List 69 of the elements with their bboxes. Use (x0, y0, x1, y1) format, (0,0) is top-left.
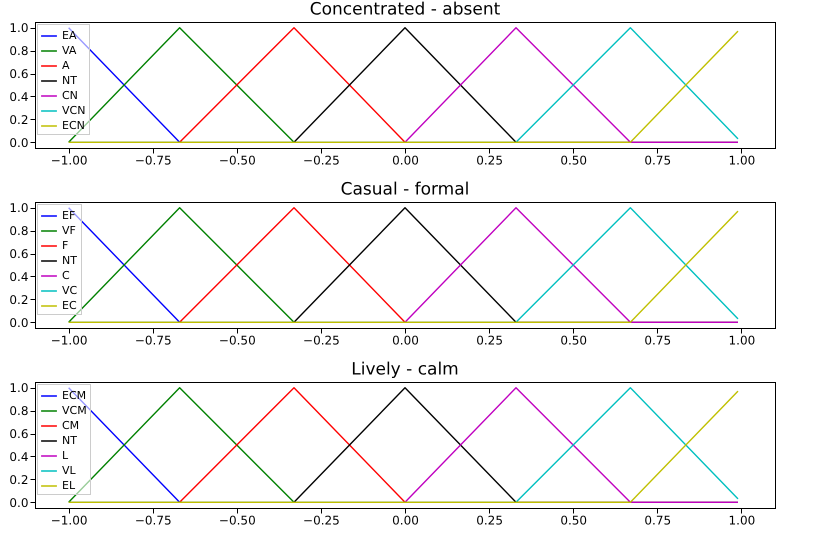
x-tick-label: −0.25 (303, 334, 340, 348)
y-tick-label: 0.4 (9, 450, 28, 464)
legend-label: VA (62, 44, 77, 57)
legend-label: NT (62, 434, 78, 447)
x-tick-label: −1.00 (50, 514, 88, 528)
legend-label: A (62, 59, 70, 72)
x-tick-label: 0.50 (560, 514, 588, 528)
legend-label: VCM (62, 404, 87, 417)
x-tick-label: −0.25 (303, 514, 340, 528)
x-tick-label: 0.00 (392, 154, 419, 168)
legend-label: CM (62, 419, 80, 432)
legend-label: VCN (62, 104, 86, 117)
legend-label: ECN (62, 119, 85, 132)
x-tick-label: 0.75 (644, 334, 672, 348)
y-tick-label: 0.4 (9, 90, 28, 104)
x-tick-label: 0.75 (644, 514, 672, 528)
x-tick-label: −0.75 (134, 334, 172, 348)
y-tick-label: 0.2 (9, 112, 28, 127)
legend-label: F (62, 239, 68, 252)
legend-label: EC (62, 299, 77, 312)
y-tick-label: 0.0 (9, 316, 28, 330)
x-tick-label: 0.50 (560, 334, 588, 348)
x-tick-label: −0.50 (218, 514, 256, 528)
legend-label: ECM (62, 389, 86, 402)
chart-title: Lively - calm (351, 360, 459, 380)
y-tick-label: 0.0 (9, 136, 28, 150)
y-tick-label: 0.2 (9, 472, 28, 487)
x-tick-label: −1.00 (50, 334, 88, 348)
legend-label: VF (62, 224, 76, 237)
x-tick-label: −0.75 (134, 514, 172, 528)
legend-label: L (62, 449, 69, 462)
y-tick-label: 1.0 (9, 201, 28, 216)
y-tick-label: 1.0 (9, 21, 28, 36)
chart-title: Concentrated - absent (310, 0, 501, 20)
x-tick-label: −0.50 (218, 154, 256, 168)
legend-label: VC (62, 284, 78, 297)
y-tick-label: 0.6 (9, 247, 28, 262)
y-tick-label: 1.0 (9, 381, 28, 396)
y-tick-label: 0.0 (9, 496, 28, 510)
x-tick-label: 0.25 (476, 514, 503, 528)
chart-title: Casual - formal (340, 180, 470, 200)
x-tick-label: −0.50 (218, 334, 256, 348)
legend-label: VL (62, 464, 77, 477)
x-tick-label: −0.25 (303, 154, 340, 168)
x-tick-label: 1.00 (728, 154, 756, 168)
y-tick-label: 0.2 (9, 292, 28, 307)
x-tick-label: −1.00 (50, 154, 88, 168)
x-tick-label: 0.75 (644, 154, 672, 168)
y-tick-label: 0.8 (9, 404, 28, 418)
x-tick-label: 0.50 (560, 154, 588, 168)
x-tick-label: −0.75 (134, 154, 172, 168)
x-tick-label: 0.25 (476, 334, 503, 348)
x-tick-label: 1.00 (728, 334, 756, 348)
legend-label: NT (62, 74, 78, 87)
legend-label: EL (62, 479, 76, 492)
y-tick-label: 0.6 (9, 427, 28, 442)
x-tick-label: 0.25 (476, 154, 503, 168)
x-tick-label: 0.00 (392, 514, 419, 528)
x-tick-label: 1.00 (728, 514, 756, 528)
y-tick-label: 0.6 (9, 67, 28, 82)
y-tick-label: 0.8 (9, 44, 28, 58)
y-tick-label: 0.8 (9, 224, 28, 238)
x-tick-label: 0.00 (392, 334, 419, 348)
legend-label: NT (62, 254, 78, 267)
y-tick-label: 0.4 (9, 270, 28, 284)
legend-label: EA (62, 29, 77, 42)
legend-label: EF (62, 209, 76, 222)
legend-label: C (62, 269, 70, 282)
legend-label: CN (62, 89, 78, 102)
